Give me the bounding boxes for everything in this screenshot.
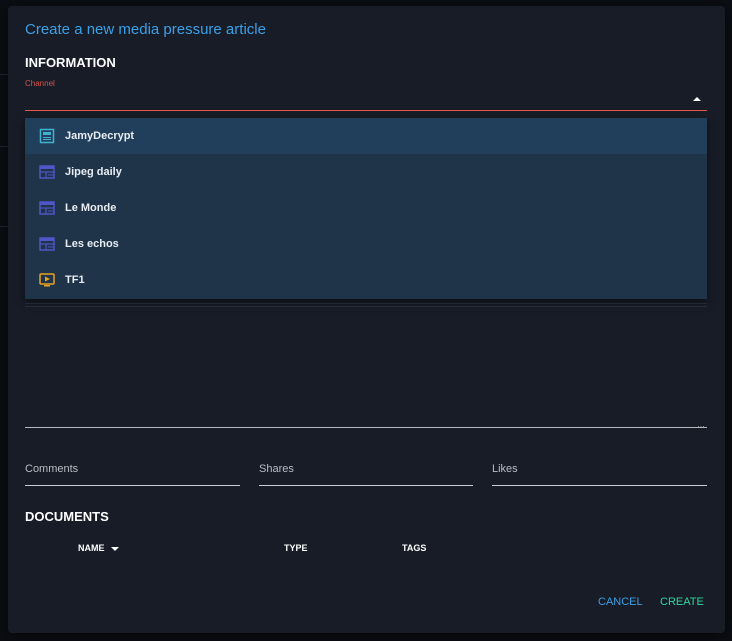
create-article-dialog: Create a new media pressure article INFO… (8, 6, 725, 633)
information-heading: INFORMATION (25, 55, 116, 70)
create-button[interactable]: CREATE (660, 596, 704, 608)
channel-option-tf1[interactable]: TF1 (25, 262, 707, 298)
arrow-up-icon[interactable] (693, 97, 701, 101)
likes-label: Likes (492, 463, 518, 475)
resize-handle-icon[interactable]: … (697, 420, 705, 429)
documents-heading: DOCUMENTS (25, 509, 109, 524)
tv-icon (39, 273, 55, 287)
newspaper-icon (39, 237, 55, 251)
newspaper-icon (39, 201, 55, 215)
channel-option-les-echos[interactable]: Les echos (25, 226, 707, 262)
background-divider (0, 74, 8, 75)
channel-option-jipeg-daily[interactable]: Jipeg daily (25, 154, 707, 190)
shares-input[interactable]: Shares (259, 463, 473, 486)
cancel-button[interactable]: CANCEL (598, 596, 643, 608)
channel-option-label: TF1 (65, 274, 85, 286)
journal-icon (39, 128, 55, 144)
channel-option-label: Le Monde (65, 202, 117, 214)
channel-option-le-monde[interactable]: Le Monde (25, 190, 707, 226)
field-underline (25, 306, 707, 307)
column-header-type[interactable]: TYPE (284, 543, 308, 553)
column-header-tags[interactable]: TAGS (402, 543, 427, 553)
likes-input[interactable]: Likes (492, 463, 707, 486)
channel-option-label: JamyDecrypt (65, 130, 135, 142)
comments-input[interactable]: Comments (25, 463, 240, 486)
channel-dropdown-menu: JamyDecrypt Jipeg daily Le Monde Les ech… (25, 118, 707, 299)
sort-desc-icon (110, 546, 119, 551)
channel-option-label: Les echos (65, 238, 119, 250)
channel-label: Channel (25, 79, 55, 88)
dialog-title: Create a new media pressure article (25, 21, 266, 38)
column-header-name[interactable]: NAME (78, 543, 119, 553)
field-underline (25, 303, 707, 304)
comments-label: Comments (25, 463, 79, 475)
channel-underline (25, 110, 707, 111)
textarea-underline (25, 427, 707, 428)
shares-label: Shares (259, 463, 294, 475)
background-divider (0, 226, 8, 227)
background-divider (0, 146, 8, 147)
newspaper-icon (39, 165, 55, 179)
column-name-label: NAME (78, 543, 105, 553)
channel-option-label: Jipeg daily (65, 166, 122, 178)
channel-option-jamydecrypt[interactable]: JamyDecrypt (25, 118, 707, 154)
